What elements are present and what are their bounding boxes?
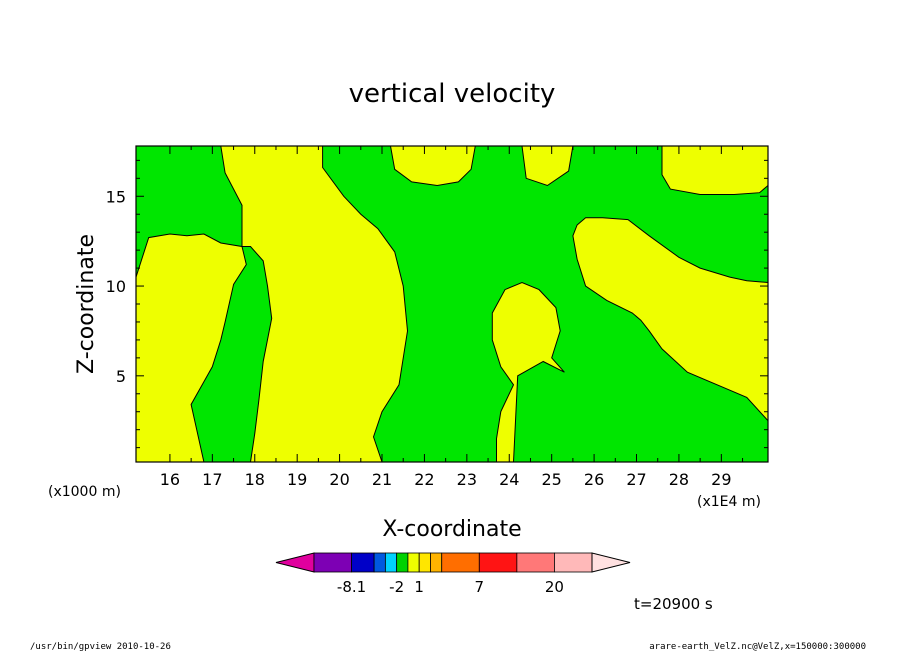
x-tick-label: 26: [584, 470, 604, 489]
x-tick-label: 18: [245, 470, 265, 489]
x-axis-label: X-coordinate: [382, 517, 521, 542]
x-tick-label: 21: [372, 470, 392, 489]
colorbar-cell: [313, 552, 352, 573]
contour-region-4: [661, 145, 769, 195]
colorbar-cell: [373, 552, 386, 573]
colorbar-cell: [396, 552, 409, 573]
footer-left: /usr/bin/gpview 2010-10-26: [30, 642, 171, 652]
axes: 16 17 18 19 20 21 22 23 24 25 26 27 28 29 5 10 15: [106, 145, 769, 489]
colorbar-tick-label: -8.1: [337, 578, 366, 596]
x-tick-label: 16: [160, 470, 180, 489]
colorbar-tick-label: 1: [414, 578, 424, 596]
x-tick-label: 23: [457, 470, 477, 489]
colorbar-cell: [516, 552, 555, 573]
x-tick-label: 25: [541, 470, 561, 489]
x-unit-left: (x1000 m): [48, 484, 121, 500]
y-tick-label: 10: [106, 277, 126, 296]
contour-region-1: [135, 145, 409, 463]
colorbar-cell: [384, 552, 398, 573]
y-tick-label: 5: [116, 367, 126, 386]
colorbar-cell: [407, 552, 420, 573]
colorbar-max-extend: [591, 552, 631, 573]
contour-region-2: [572, 217, 769, 422]
x-tick-label: 28: [669, 470, 689, 489]
colorbar-cell: [478, 552, 518, 573]
x-tick-label: 24: [499, 470, 519, 489]
colorbar-tick-label: 20: [545, 578, 564, 596]
colorbar-cell: [351, 552, 375, 573]
x-tick-label: 22: [414, 470, 434, 489]
colorbar-cell: [430, 552, 443, 573]
colorbar-cell: [441, 552, 480, 573]
colorbar-tick-label: -2: [389, 578, 404, 596]
y-tick-label: 15: [106, 187, 126, 206]
time-label: t=20900 s: [634, 595, 713, 613]
x-tick-label: 20: [329, 470, 349, 489]
x-tick-label: 29: [711, 470, 731, 489]
colorbar-tick-label: 7: [475, 578, 485, 596]
footer-right: arare-earth_VelZ.nc@VelZ,x=150000:300000: [649, 642, 866, 652]
chart-title: vertical velocity: [349, 79, 556, 109]
x-tick-label: 27: [626, 470, 646, 489]
x-tick-label: 17: [202, 470, 222, 489]
contour-region-5: [389, 145, 476, 187]
colorbar-cell: [554, 552, 593, 573]
y-axis-label: Z-coordinate: [74, 234, 99, 374]
x-tick-label: 19: [287, 470, 307, 489]
colorbar: -8.1 -2 1 7 20: [275, 552, 631, 596]
colorbar-min-extend: [275, 552, 315, 573]
x-unit-right: (x1E4 m): [697, 494, 761, 510]
contour-region-3: [491, 281, 565, 463]
plot-area: [135, 145, 769, 463]
colorbar-cell: [418, 552, 431, 573]
